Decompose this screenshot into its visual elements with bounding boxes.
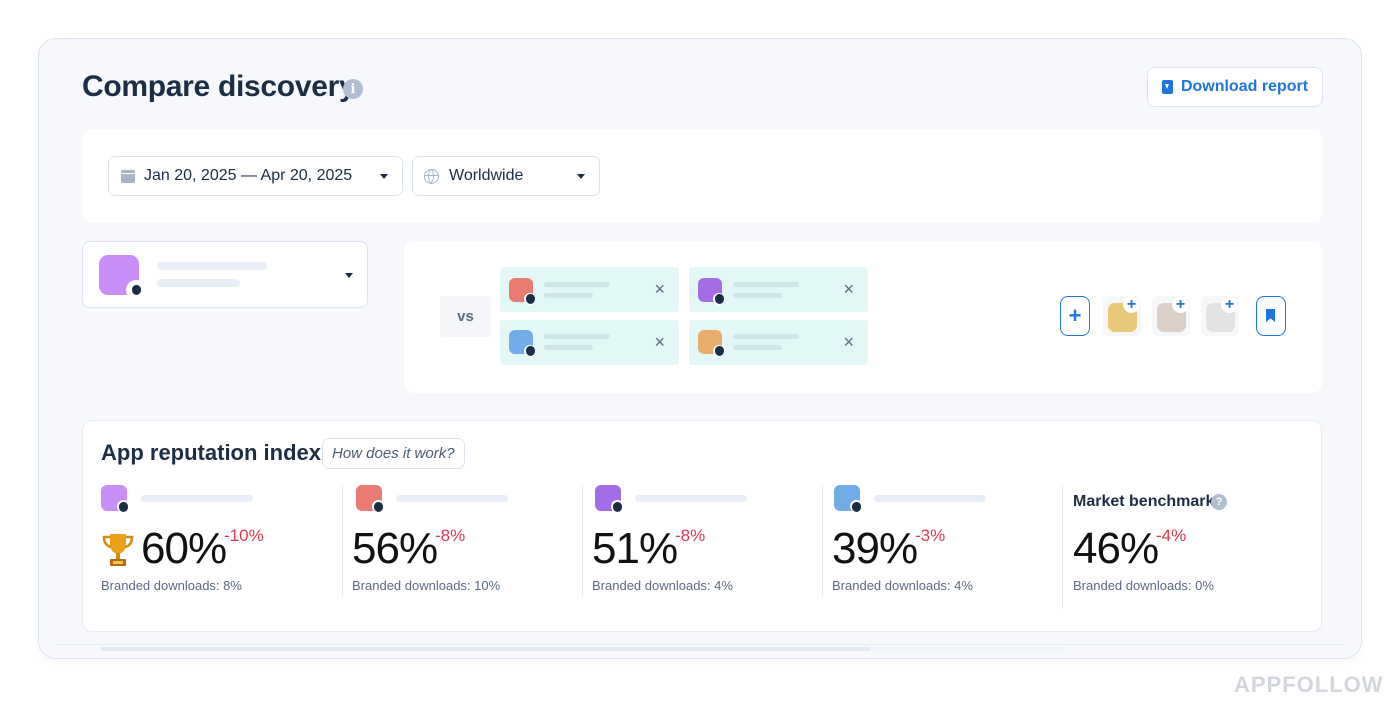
suggested-app-button[interactable]: +	[1103, 296, 1141, 336]
bookmark-button[interactable]	[1256, 296, 1286, 336]
app-name-placeholder	[635, 495, 747, 502]
reputation-value: 56%	[352, 524, 438, 573]
benchmark-delta: -4%	[1156, 526, 1187, 545]
apple-icon	[117, 500, 130, 513]
app-name-placeholder	[396, 495, 508, 502]
reputation-value: 39%	[832, 524, 918, 573]
vs-label: vs	[440, 296, 491, 337]
competitor-chip: ×	[500, 267, 679, 312]
region-value: Worldwide	[449, 167, 524, 184]
reputation-title: App reputation index	[101, 440, 321, 465]
how-does-it-work-button[interactable]: How does it work?	[322, 438, 465, 469]
add-competitor-button[interactable]: +	[1060, 296, 1090, 336]
chevron-down-icon	[380, 174, 388, 179]
reputation-value: 60%	[141, 524, 227, 573]
compare-discovery-card: Compare discovery i Download report Jan …	[38, 38, 1362, 659]
branded-downloads: Branded downloads: 4%	[832, 578, 973, 593]
app-publisher-placeholder	[733, 345, 782, 350]
remove-competitor-button[interactable]: ×	[654, 279, 665, 299]
suggested-app-button[interactable]: +	[1201, 296, 1239, 336]
plus-icon: +	[1221, 296, 1238, 313]
app-metric: 60% -10% Branded downloads: 8%	[101, 485, 343, 597]
region-select[interactable]: Worldwide	[412, 156, 600, 196]
branded-downloads: Branded downloads: 4%	[592, 578, 733, 593]
apple-icon	[126, 280, 146, 300]
info-icon[interactable]: i	[343, 79, 363, 99]
remove-competitor-button[interactable]: ×	[654, 332, 665, 352]
globe-icon	[424, 168, 439, 184]
apple-icon	[524, 293, 536, 305]
apple-icon	[611, 500, 624, 513]
calendar-icon	[121, 169, 135, 183]
plus-icon: +	[1123, 296, 1140, 313]
app-name-placeholder	[874, 495, 986, 502]
help-icon[interactable]: ?	[1211, 494, 1227, 510]
apple-icon	[372, 500, 385, 513]
apple-icon	[850, 500, 863, 513]
reputation-value: 51%	[592, 524, 678, 573]
app-name-placeholder	[544, 282, 610, 287]
horizontal-scrollbar[interactable]	[101, 647, 1063, 651]
remove-competitor-button[interactable]: ×	[843, 279, 854, 299]
competitor-chip: ×	[500, 320, 679, 365]
scrollbar-thumb[interactable]	[101, 647, 870, 651]
divider	[55, 644, 1345, 645]
reputation-delta: -3%	[915, 526, 946, 545]
suggested-app-button[interactable]: +	[1152, 296, 1190, 336]
app-publisher-placeholder	[544, 293, 593, 298]
benchmark-title: Market benchmark	[1073, 493, 1215, 510]
market-benchmark: Market benchmark ? 46% -4% Branded downl…	[1062, 485, 1302, 609]
app-name-placeholder	[733, 282, 799, 287]
app-metric: 51% -8% Branded downloads: 4%	[582, 485, 823, 597]
app-name-placeholder	[157, 262, 267, 270]
compare-panel: vs × × × × +	[404, 241, 1322, 393]
download-report-button[interactable]: Download report	[1147, 67, 1323, 107]
app-name-placeholder	[733, 334, 799, 339]
apple-icon	[713, 293, 725, 305]
apple-icon	[524, 345, 536, 357]
appfollow-watermark: APPFOLLOW	[1234, 672, 1384, 697]
app-publisher-placeholder	[157, 279, 240, 287]
download-document-icon	[1161, 80, 1173, 94]
chevron-down-icon	[577, 174, 585, 179]
main-app-select[interactable]	[82, 241, 368, 308]
date-range-value: Jan 20, 2025 — Apr 20, 2025	[144, 167, 353, 184]
plus-icon: +	[1172, 296, 1189, 313]
date-range-select[interactable]: Jan 20, 2025 — Apr 20, 2025	[108, 156, 403, 196]
app-metric: 56% -8% Branded downloads: 10%	[342, 485, 583, 597]
apple-icon	[713, 345, 725, 357]
reputation-delta: -8%	[435, 526, 466, 545]
reputation-panel: App reputation index How does it work? 6…	[82, 420, 1322, 651]
competitor-chip: ×	[689, 267, 868, 312]
benchmark-value: 46%	[1073, 524, 1159, 573]
app-metric: 39% -3% Branded downloads: 4%	[822, 485, 1063, 597]
app-publisher-placeholder	[544, 345, 593, 350]
competitor-chip: ×	[689, 320, 868, 365]
app-name-placeholder	[141, 495, 253, 502]
branded-downloads: Branded downloads: 10%	[352, 578, 501, 593]
app-name-placeholder	[544, 334, 610, 339]
app-publisher-placeholder	[733, 293, 782, 298]
reputation-delta: -10%	[224, 526, 264, 545]
remove-competitor-button[interactable]: ×	[843, 332, 854, 352]
trophy-icon	[102, 534, 134, 566]
download-report-label: Download report	[1180, 78, 1309, 95]
chevron-down-icon	[345, 273, 353, 278]
page-title: Compare discovery	[82, 70, 356, 103]
reputation-delta: -8%	[675, 526, 706, 545]
branded-downloads: Branded downloads: 0%	[1073, 578, 1214, 593]
filters-panel: Jan 20, 2025 — Apr 20, 2025 Worldwide	[82, 129, 1322, 223]
branded-downloads: Branded downloads: 8%	[101, 578, 242, 593]
